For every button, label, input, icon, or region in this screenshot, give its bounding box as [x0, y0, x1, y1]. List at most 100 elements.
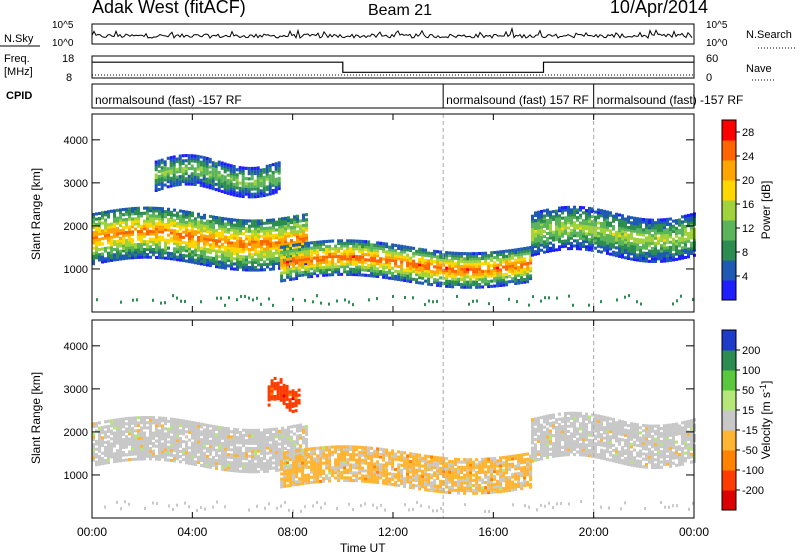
range-cell — [457, 251, 461, 255]
range-cell — [472, 265, 476, 269]
range-cell — [278, 460, 281, 464]
range-cell — [221, 224, 224, 228]
range-cell — [199, 165, 203, 169]
range-cell — [280, 266, 284, 270]
range-cell — [385, 260, 389, 264]
range-cell — [373, 266, 377, 270]
range-cell — [534, 221, 537, 225]
range-cell — [137, 423, 140, 427]
range-cell — [221, 232, 224, 236]
range-cell — [409, 259, 413, 263]
range-cell — [149, 224, 152, 228]
range-cell — [436, 270, 440, 274]
range-cell — [385, 474, 389, 478]
range-cell — [197, 238, 200, 242]
range-cell — [200, 228, 203, 232]
range-cell — [176, 423, 179, 427]
range-cell — [313, 465, 317, 469]
range-cell — [272, 244, 275, 248]
range-cell — [687, 232, 690, 236]
range-cell — [349, 241, 353, 245]
range-cell — [292, 467, 296, 471]
range-cell — [160, 181, 164, 185]
range-cell — [295, 459, 299, 463]
range-cell — [412, 460, 416, 464]
range-cell — [603, 215, 606, 219]
range-cell — [269, 221, 272, 225]
range-cell — [140, 255, 143, 259]
range-cell — [215, 265, 218, 269]
range-cell — [205, 172, 209, 176]
ground-scatter — [244, 294, 246, 298]
range-cell — [128, 248, 131, 252]
range-cell — [131, 429, 134, 433]
range-cell — [179, 418, 182, 422]
range-cell — [170, 451, 173, 455]
range-cell — [618, 252, 621, 256]
range-cell — [224, 444, 227, 448]
range-cell — [478, 252, 482, 256]
range-cell — [113, 255, 116, 259]
range-cell — [229, 192, 233, 196]
range-cell — [289, 481, 293, 485]
range-cell — [265, 172, 269, 176]
range-cell — [502, 250, 506, 254]
range-cell — [122, 236, 125, 240]
range-cell — [161, 432, 164, 436]
range-cell — [618, 241, 621, 245]
range-cell — [307, 270, 311, 274]
range-cell — [191, 421, 194, 425]
range-cell — [391, 243, 395, 247]
range-cell — [209, 429, 212, 433]
range-cell — [382, 247, 386, 251]
range-cell — [433, 280, 437, 284]
range-cell — [328, 463, 332, 467]
range-cell — [155, 418, 158, 422]
range-cell — [191, 457, 194, 461]
range-cell — [212, 228, 215, 232]
range-cell — [263, 252, 266, 256]
range-cell — [406, 258, 410, 262]
range-cell — [170, 422, 173, 426]
range-cell — [283, 260, 287, 264]
range-cell — [290, 425, 293, 429]
range-cell — [552, 235, 555, 239]
range-cell — [343, 450, 347, 454]
range-cell — [292, 478, 296, 482]
range-cell — [328, 273, 332, 277]
range-cell — [597, 249, 600, 253]
range-cell — [134, 250, 137, 254]
range-cell — [232, 185, 236, 189]
range-cell — [331, 247, 335, 251]
range-cell — [230, 437, 233, 441]
range-cell — [645, 226, 648, 230]
range-cell — [325, 245, 329, 249]
range-cell — [229, 169, 233, 173]
range-cell — [621, 255, 624, 259]
range-cell — [113, 418, 116, 422]
range-cell — [208, 157, 212, 161]
range-cell — [576, 244, 579, 248]
range-cell — [251, 219, 254, 223]
range-cell — [478, 275, 482, 279]
range-cell — [175, 180, 179, 184]
range-cell — [218, 449, 221, 453]
range-cell — [322, 477, 326, 481]
range-cell — [293, 220, 296, 224]
range-cell — [600, 211, 603, 215]
range-cell — [346, 453, 350, 457]
range-cell — [185, 210, 188, 214]
range-cell — [499, 276, 503, 280]
range-cell — [217, 178, 221, 182]
range-cell — [178, 167, 182, 171]
range-cell — [137, 219, 140, 223]
range-cell — [268, 179, 272, 183]
range-cell — [212, 223, 215, 227]
range-cell — [666, 228, 669, 232]
range-cell — [137, 209, 140, 213]
range-cell — [191, 250, 194, 254]
range-cell — [448, 259, 452, 263]
range-cell — [421, 266, 425, 270]
range-cell — [110, 447, 113, 451]
